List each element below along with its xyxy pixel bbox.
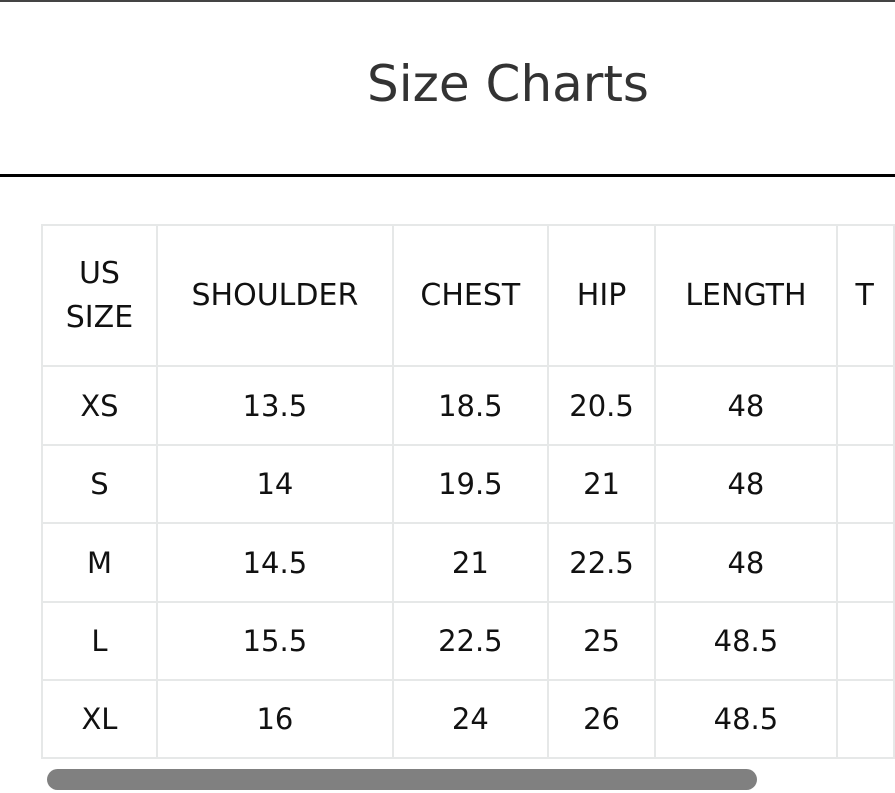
window-top-edge <box>0 0 895 2</box>
cell-shoulder: 14 <box>155 444 394 524</box>
cell-chest: 21 <box>391 522 549 603</box>
header-chest: CHEST <box>391 224 549 367</box>
cell-size: S <box>41 444 158 524</box>
cell-shoulder: 15.5 <box>155 601 394 681</box>
cell-shoulder: 16 <box>155 679 394 759</box>
cell-hip: 22.5 <box>546 522 657 603</box>
cell-shoulder: 13.5 <box>155 365 394 446</box>
cell-hip: 20.5 <box>546 365 657 446</box>
cell-truncated <box>835 365 895 446</box>
cell-length: 48 <box>654 365 838 446</box>
header-us-size: US SIZE <box>41 224 158 367</box>
cell-shoulder: 14.5 <box>155 522 394 603</box>
cell-chest: 19.5 <box>391 444 549 524</box>
cell-length: 48.5 <box>654 679 838 759</box>
cell-truncated <box>835 522 895 603</box>
header-shoulder: SHOULDER <box>155 224 394 367</box>
header-length: LENGTH <box>654 224 838 367</box>
header-us-size-line2: SIZE <box>65 299 134 335</box>
horizontal-scrollbar[interactable] <box>47 769 757 790</box>
header-truncated: T <box>835 224 895 367</box>
size-chart-table: US SIZE SHOULDER CHEST HIP LENGTH T XS 13.… <box>41 224 895 759</box>
cell-hip: 25 <box>546 601 657 681</box>
cell-chest: 18.5 <box>391 365 549 446</box>
cell-hip: 26 <box>546 679 657 759</box>
header-truncated-text: T <box>855 277 874 313</box>
table-row: L 15.5 22.5 25 48.5 <box>41 601 895 681</box>
cell-size: XL <box>41 679 158 759</box>
cell-truncated <box>835 601 895 681</box>
cell-length: 48 <box>654 522 838 603</box>
header-us-size-line1: US <box>78 255 120 291</box>
table-header-row: US SIZE SHOULDER CHEST HIP LENGTH T <box>41 224 895 367</box>
cell-length: 48 <box>654 444 838 524</box>
cell-size: M <box>41 522 158 603</box>
table-row: XL 16 24 26 48.5 <box>41 679 895 759</box>
cell-hip: 21 <box>546 444 657 524</box>
cell-size: L <box>41 601 158 681</box>
size-chart-table-container[interactable]: US SIZE SHOULDER CHEST HIP LENGTH T XS 13.… <box>41 224 895 760</box>
cell-truncated <box>835 444 895 524</box>
cell-size: XS <box>41 365 158 446</box>
cell-chest: 24 <box>391 679 549 759</box>
cell-truncated <box>835 679 895 759</box>
table-row: S 14 19.5 21 48 <box>41 444 895 524</box>
page-title: Size Charts <box>367 55 649 113</box>
header-hip: HIP <box>546 224 657 367</box>
cell-length: 48.5 <box>654 601 838 681</box>
table-row: M 14.5 21 22.5 48 <box>41 522 895 603</box>
table-row: XS 13.5 18.5 20.5 48 <box>41 365 895 446</box>
cell-chest: 22.5 <box>391 601 549 681</box>
divider <box>0 174 895 177</box>
